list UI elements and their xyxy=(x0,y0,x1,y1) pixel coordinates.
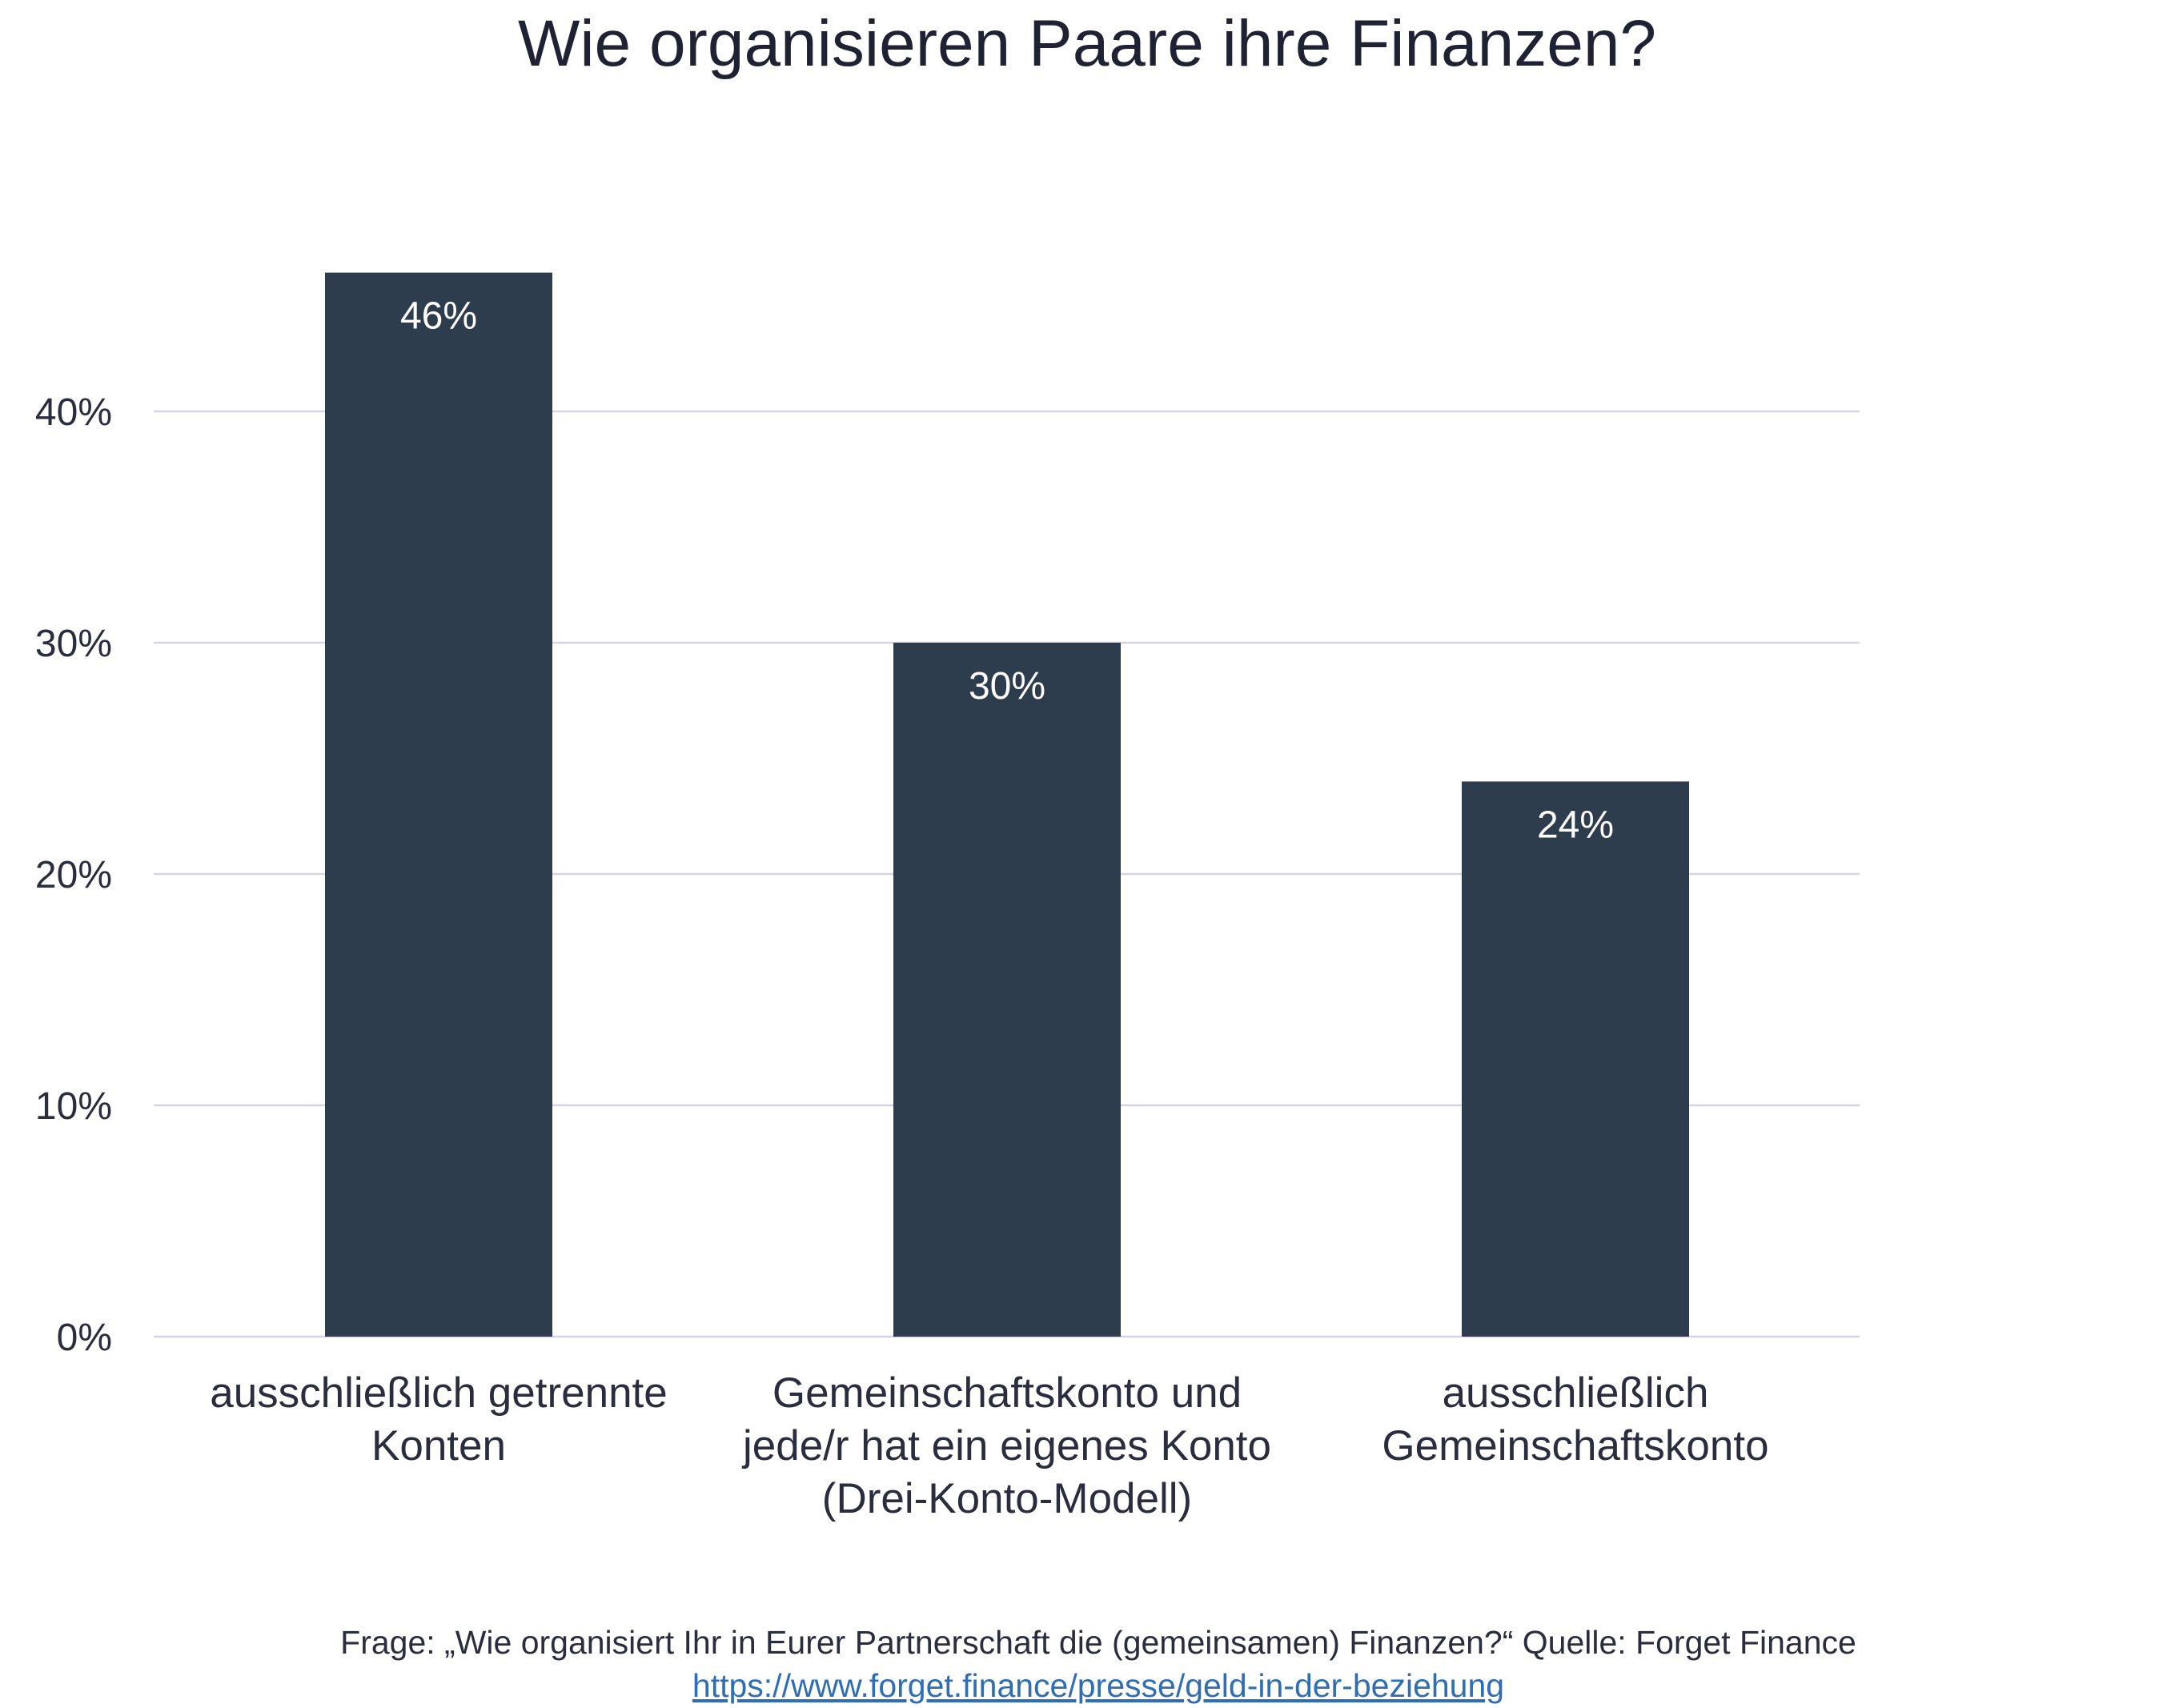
data-label-3: 24% xyxy=(1537,804,1614,846)
bar-3 xyxy=(1462,781,1689,1337)
category-label-line: ausschließlich xyxy=(1443,1369,1709,1417)
bar-2 xyxy=(893,643,1121,1337)
footer-question-source: Frage: „Wie organisiert Ihr in Eurer Par… xyxy=(340,1624,1856,1661)
footer-source-link[interactable]: https://www.forget.finance/presse/geld-i… xyxy=(692,1667,1504,1704)
category-label-line: Konten xyxy=(371,1422,506,1469)
category-label-2: Gemeinschaftskonto und jede/r hat ein eig… xyxy=(741,1369,1271,1522)
category-label-line: Gemeinschaftskonto xyxy=(1382,1422,1768,1469)
category-label-line: ausschließlich getrennte xyxy=(210,1369,668,1417)
bar-1 xyxy=(325,272,552,1337)
y-tick-label: 20% xyxy=(35,854,112,896)
data-label-2: 30% xyxy=(969,665,1045,708)
data-label-1: 46% xyxy=(400,295,477,338)
y-tick-label: 0% xyxy=(57,1317,112,1359)
category-label-line: jede/r hat ein eigenes Konto xyxy=(741,1422,1271,1469)
chart-title: Wie organisieren Paare ihre Finanzen? xyxy=(518,7,1656,80)
category-label-3: ausschließlich Gemeinschaftskonto xyxy=(1382,1369,1768,1469)
y-tick-label: 30% xyxy=(35,623,112,665)
data-labels: 46% 30% 24% xyxy=(400,295,1614,847)
category-label-1: ausschließlich getrennte Konten xyxy=(210,1369,668,1469)
y-axis-tick-labels: 0% 10% 20% 30% 40% xyxy=(35,391,112,1359)
category-label-line: Gemeinschaftskonto und xyxy=(772,1369,1242,1417)
y-tick-label: 40% xyxy=(35,391,112,434)
category-label-line: (Drei-Konto-Modell) xyxy=(822,1475,1192,1522)
bars xyxy=(325,272,1689,1337)
y-tick-label: 10% xyxy=(35,1085,112,1128)
x-axis-category-labels: ausschließlich getrennte Konten Gemeinscha… xyxy=(210,1369,1768,1522)
